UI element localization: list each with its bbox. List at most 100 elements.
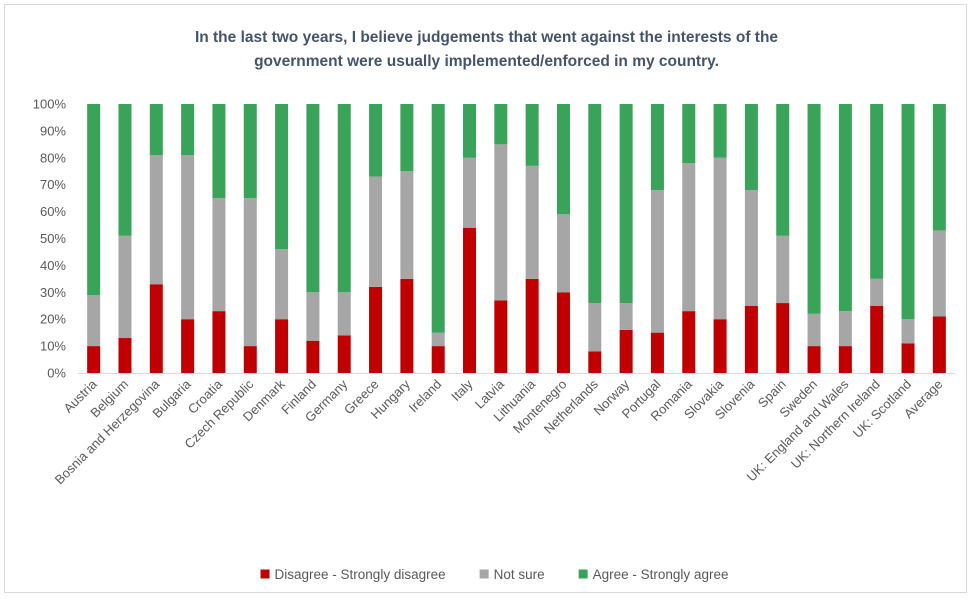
y-tick-label: 10%	[40, 339, 66, 354]
bar-segment-series-0	[306, 340, 320, 373]
bar-segment-series-0	[807, 346, 821, 373]
chart-title-line-2: government were usually implemented/enfo…	[254, 53, 719, 70]
bar-segment-series-0	[400, 278, 414, 373]
bar-stack	[776, 104, 790, 373]
y-tick-label: 30%	[40, 285, 66, 300]
bar-segment-series-2	[932, 104, 946, 231]
bar-segment-series-2	[901, 104, 915, 320]
bar-segment-series-0	[619, 329, 633, 373]
bar-segment-series-2	[588, 104, 602, 304]
bar-stack	[463, 104, 477, 373]
bar-stack	[556, 104, 570, 373]
bar-segment-series-2	[619, 104, 633, 304]
bar-segment-series-1	[400, 171, 414, 279]
y-axis: 0% 10% 20% 30% 40% 50% 60% 70% 80% 90% 100%	[33, 97, 955, 381]
bar-segment-series-2	[682, 104, 696, 164]
chart-title-line-1: In the last two years, I believe judgeme…	[194, 29, 779, 46]
bar-segment-series-0	[494, 300, 508, 373]
bar-stack	[369, 104, 383, 373]
y-tick-label: 20%	[40, 312, 66, 327]
bar-segment-series-2	[713, 104, 727, 158]
bar-segment-series-2	[525, 104, 539, 166]
bar-segment-series-1	[149, 155, 163, 285]
bar-segment-series-1	[463, 157, 477, 228]
bar-segment-series-0	[431, 346, 445, 373]
bar-stack	[181, 104, 195, 373]
bar-segment-series-1	[807, 313, 821, 347]
bar-segment-series-0	[212, 311, 226, 373]
bar-segment-series-2	[838, 104, 852, 312]
bar-stack	[525, 104, 539, 373]
bar-segment-series-0	[87, 346, 101, 373]
legend: Disagree - Strongly disagree Not sure Agre…	[260, 567, 728, 582]
bar-segment-series-2	[275, 104, 289, 250]
bar-segment-series-2	[870, 104, 884, 279]
bar-segment-series-2	[337, 104, 351, 293]
bar-stack	[619, 104, 633, 373]
bar-stack	[243, 104, 257, 373]
bar-segment-series-1	[87, 294, 101, 347]
legend-label: Not sure	[494, 567, 545, 582]
bar-segment-series-1	[932, 230, 946, 317]
legend-item: Not sure	[479, 567, 545, 582]
bar-stack	[494, 104, 508, 373]
bar-segment-series-0	[588, 351, 602, 373]
bar-segment-series-2	[118, 104, 132, 236]
bar-segment-series-0	[149, 284, 163, 373]
bar-stack	[682, 104, 696, 373]
bar-segment-series-1	[713, 157, 727, 320]
chart-frame	[4, 4, 967, 593]
x-tick-label: Ireland	[406, 377, 445, 416]
bar-segment-series-1	[275, 249, 289, 320]
bar-segment-series-2	[744, 104, 758, 191]
bar-segment-series-0	[713, 319, 727, 373]
bar-segment-series-2	[212, 104, 226, 199]
bar-stack	[212, 104, 226, 373]
bar-segment-series-1	[212, 198, 226, 312]
bar-segment-series-2	[400, 104, 414, 172]
bar-segment-series-0	[181, 319, 195, 373]
y-tick-label: 80%	[40, 150, 66, 165]
bar-segment-series-0	[838, 346, 852, 373]
legend-swatch	[578, 569, 588, 579]
y-tick-label: 70%	[40, 177, 66, 192]
bar-segment-series-0	[369, 286, 383, 373]
bar-segment-series-0	[776, 303, 790, 373]
bar-segment-series-1	[556, 214, 570, 293]
bars	[87, 104, 946, 373]
bar-segment-series-2	[306, 104, 320, 293]
y-tick-label: 100%	[33, 97, 67, 112]
bar-segment-series-1	[118, 235, 132, 339]
y-tick-label: 90%	[40, 123, 66, 138]
bar-segment-series-1	[838, 311, 852, 347]
bar-stack	[807, 104, 821, 373]
bar-segment-series-2	[181, 104, 195, 156]
bar-stack	[306, 104, 320, 373]
bar-stack	[588, 104, 602, 373]
bar-stack	[713, 104, 727, 373]
bar-segment-series-1	[306, 292, 320, 341]
bar-segment-series-0	[932, 316, 946, 373]
bar-segment-series-0	[118, 338, 132, 373]
bar-segment-series-1	[619, 303, 633, 330]
bar-segment-series-0	[337, 335, 351, 373]
bar-segment-series-1	[650, 190, 664, 333]
y-tick-label: 60%	[40, 204, 66, 219]
bar-segment-series-1	[776, 235, 790, 304]
legend-swatch	[479, 569, 489, 579]
bar-stack	[87, 104, 101, 373]
bar-segment-series-1	[525, 165, 539, 279]
bar-segment-series-0	[525, 278, 539, 373]
bar-stack	[337, 104, 351, 373]
y-tick-label: 40%	[40, 258, 66, 273]
bar-segment-series-1	[682, 163, 696, 312]
bar-segment-series-2	[650, 104, 664, 191]
bar-segment-series-1	[744, 190, 758, 306]
bar-segment-series-0	[275, 319, 289, 373]
bar-stack	[870, 104, 884, 373]
bar-segment-series-1	[243, 198, 257, 347]
bar-stack	[744, 104, 758, 373]
legend-item: Disagree - Strongly disagree	[260, 567, 446, 582]
